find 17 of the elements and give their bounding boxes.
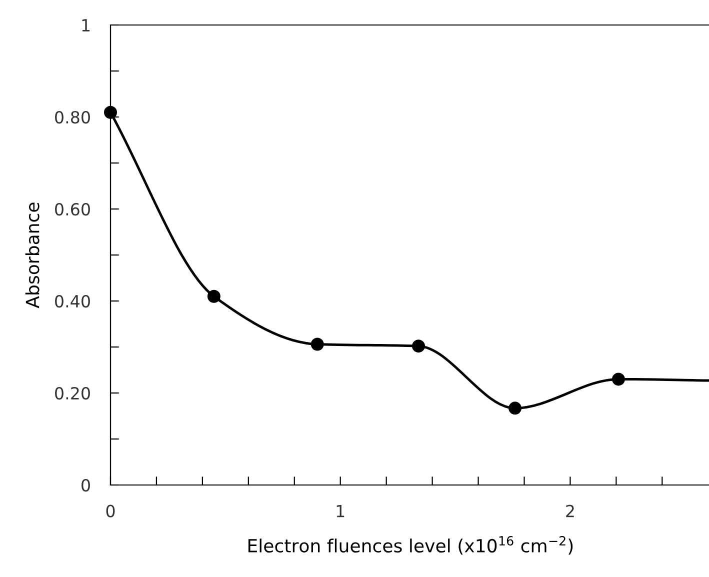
y-tick-label: 0.40	[55, 294, 90, 308]
point	[207, 290, 220, 303]
y-tick-label: 0.80	[55, 110, 90, 124]
y-tick-label: 0.60	[55, 202, 90, 216]
x-axis-title: Electron fluences level (x10$^{16}$ cm$^{−2}$)	[248, 536, 573, 555]
x-tick-label: 0	[106, 504, 115, 518]
point	[508, 402, 522, 415]
point	[412, 340, 426, 353]
y-tick-label: 0	[82, 478, 90, 492]
point	[612, 372, 625, 386]
x-tick-label: 1	[336, 504, 344, 518]
point	[310, 338, 324, 351]
y-tick-label: 0.20	[55, 386, 90, 400]
point	[104, 106, 118, 119]
y-axis-title: Absorbance	[25, 202, 40, 308]
x-tick-label: 2	[566, 504, 574, 518]
y-tick-label: 1	[82, 19, 90, 32]
